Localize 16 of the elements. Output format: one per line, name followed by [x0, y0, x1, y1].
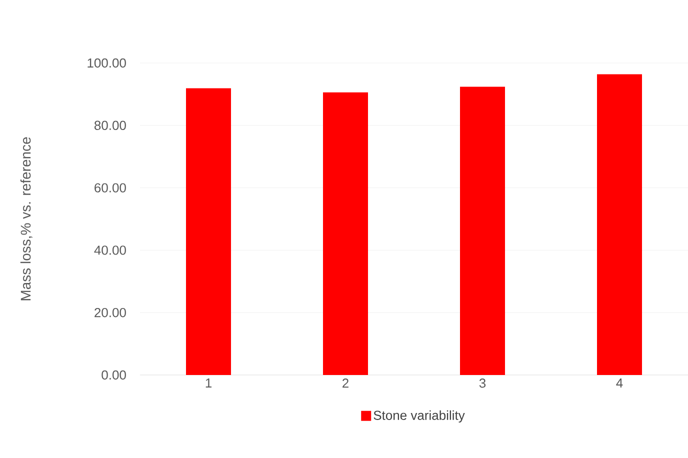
y-tick-label: 0.00: [102, 370, 126, 380]
legend-label: Stone variability: [374, 410, 465, 423]
x-tick-label: 4: [616, 378, 623, 388]
bar: [460, 86, 506, 375]
y-tick-label: 80.00: [94, 120, 126, 130]
bar: [323, 92, 368, 375]
x-tick-label: 3: [479, 378, 486, 388]
x-tick-label: 1: [206, 378, 212, 388]
bar: [186, 88, 231, 375]
y-tick-label: 100.00: [88, 58, 126, 68]
y-tick-label: 40.00: [94, 246, 126, 255]
y-axis-title: Mass loss,% vs. reference: [20, 137, 32, 300]
y-tick-label: 20.00: [94, 308, 126, 318]
bar: [597, 74, 642, 375]
y-tick-label: 60.00: [94, 183, 126, 192]
x-tick-label: 2: [342, 378, 348, 388]
